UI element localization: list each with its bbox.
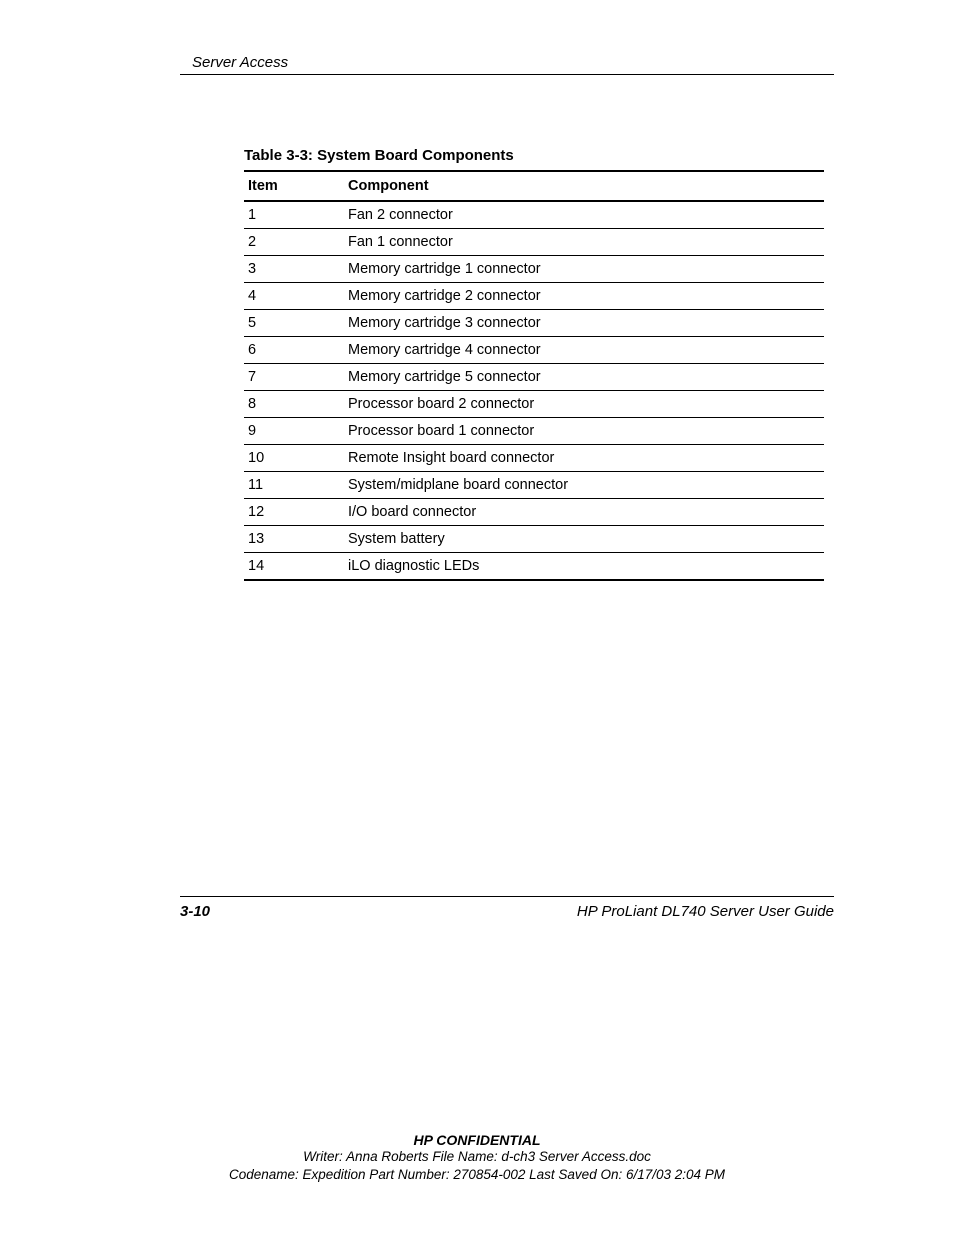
table-row: 13System battery (244, 526, 824, 553)
cell-component: Remote Insight board connector (344, 445, 824, 472)
table-row: 2Fan 1 connector (244, 229, 824, 256)
cell-item: 6 (244, 337, 344, 364)
table-row: 5Memory cartridge 3 connector (244, 310, 824, 337)
cell-item: 14 (244, 553, 344, 581)
table-caption: Table 3-3: System Board Components (244, 147, 824, 164)
cell-item: 11 (244, 472, 344, 499)
cell-component: Fan 2 connector (344, 201, 824, 229)
cell-component: System/midplane board connector (344, 472, 824, 499)
document-page: Server Access Table 3-3: System Board Co… (0, 0, 954, 1235)
cell-component: Fan 1 connector (344, 229, 824, 256)
confidential-codename-line: Codename: Expedition Part Number: 270854… (0, 1166, 954, 1184)
table-row: 9Processor board 1 connector (244, 418, 824, 445)
table-row: 14iLO diagnostic LEDs (244, 553, 824, 581)
confidential-footer: HP CONFIDENTIAL Writer: Anna Roberts Fil… (0, 1132, 954, 1183)
cell-item: 4 (244, 283, 344, 310)
cell-component: Processor board 1 connector (344, 418, 824, 445)
column-header-item: Item (244, 171, 344, 201)
cell-item: 12 (244, 499, 344, 526)
cell-item: 3 (244, 256, 344, 283)
cell-component: iLO diagnostic LEDs (344, 553, 824, 581)
page-number: 3-10 (180, 903, 210, 920)
table-row: 8Processor board 2 connector (244, 391, 824, 418)
cell-component: Memory cartridge 3 connector (344, 310, 824, 337)
cell-component: System battery (344, 526, 824, 553)
table-row: 6Memory cartridge 4 connector (244, 337, 824, 364)
cell-item: 10 (244, 445, 344, 472)
table-row: 7Memory cartridge 5 connector (244, 364, 824, 391)
guide-title: HP ProLiant DL740 Server User Guide (577, 903, 834, 920)
cell-item: 2 (244, 229, 344, 256)
cell-component: I/O board connector (344, 499, 824, 526)
page-header: Server Access (180, 54, 834, 75)
cell-component: Memory cartridge 1 connector (344, 256, 824, 283)
cell-component: Processor board 2 connector (344, 391, 824, 418)
cell-item: 1 (244, 201, 344, 229)
table-row: 4Memory cartridge 2 connector (244, 283, 824, 310)
confidential-label: HP CONFIDENTIAL (0, 1132, 954, 1148)
table-row: 11System/midplane board connector (244, 472, 824, 499)
cell-item: 7 (244, 364, 344, 391)
cell-item: 13 (244, 526, 344, 553)
components-table: Item Component 1Fan 2 connector2Fan 1 co… (244, 170, 824, 581)
confidential-writer-line: Writer: Anna Roberts File Name: d-ch3 Se… (0, 1148, 954, 1166)
cell-item: 5 (244, 310, 344, 337)
section-title: Server Access (180, 54, 834, 71)
cell-component: Memory cartridge 2 connector (344, 283, 824, 310)
cell-component: Memory cartridge 5 connector (344, 364, 824, 391)
table-header-row: Item Component (244, 171, 824, 201)
column-header-component: Component (344, 171, 824, 201)
table-row: 3Memory cartridge 1 connector (244, 256, 824, 283)
table-row: 12I/O board connector (244, 499, 824, 526)
table-row: 1Fan 2 connector (244, 201, 824, 229)
cell-item: 9 (244, 418, 344, 445)
cell-component: Memory cartridge 4 connector (344, 337, 824, 364)
page-footer: 3-10 HP ProLiant DL740 Server User Guide (180, 896, 834, 920)
cell-item: 8 (244, 391, 344, 418)
content-area: Table 3-3: System Board Components Item … (180, 147, 834, 581)
table-row: 10Remote Insight board connector (244, 445, 824, 472)
